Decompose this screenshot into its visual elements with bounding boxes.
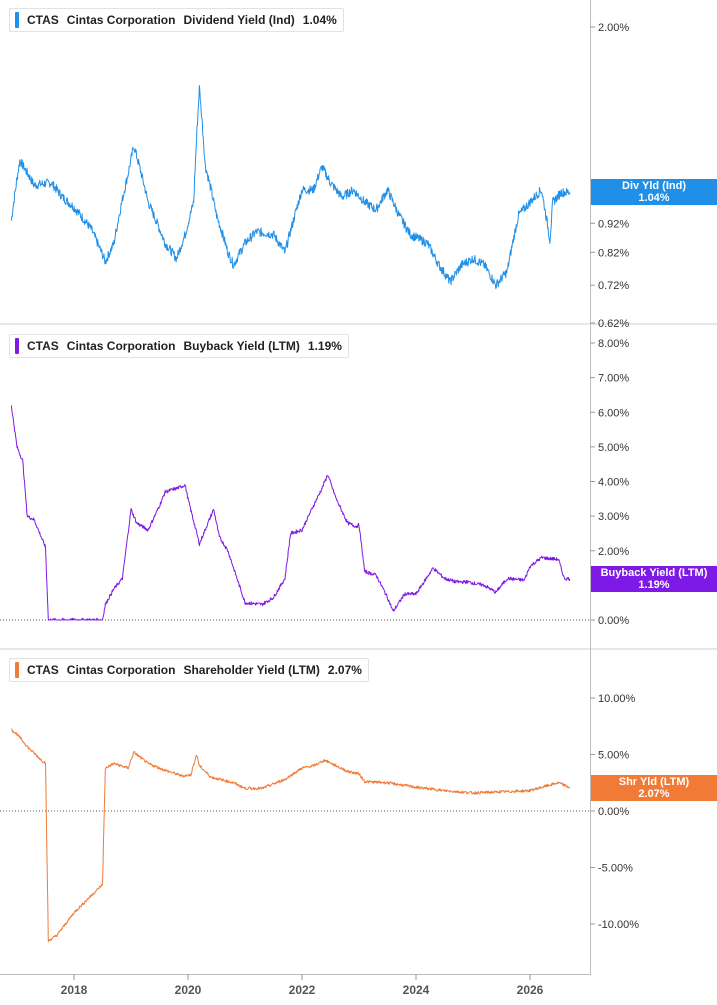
legend-company: Cintas Corporation [66, 663, 176, 677]
y-tick-label: 0.00% [598, 615, 629, 627]
legend-ticker: CTAS [27, 13, 59, 27]
grid-layer [0, 619, 590, 812]
legend-metric: Dividend Yield (Ind) [183, 13, 295, 27]
y-tick-label: 4.00% [598, 477, 629, 489]
shareholder-value-badge: Shr Yld (LTM) 2.07% [591, 775, 717, 801]
series-layer [10, 85, 571, 943]
y-tick-label: 8.00% [598, 338, 629, 350]
y-tick-label: 6.00% [598, 407, 629, 419]
y-tick-label: 0.72% [598, 280, 629, 292]
series-line-buyback [10, 405, 571, 621]
x-tick-label: 2022 [289, 983, 316, 997]
y-tick-label: 10.00% [598, 693, 636, 705]
badge-label: Buyback Yield (LTM) [600, 567, 708, 579]
legend-ticker: CTAS [27, 663, 59, 677]
badge-value: 1.04% [638, 192, 670, 204]
badge-value: 2.07% [638, 788, 670, 800]
y-tick-label: 3.00% [598, 511, 629, 523]
legend-value: 1.19% [307, 339, 342, 353]
legend-value: 2.07% [327, 663, 362, 677]
legend-company: Cintas Corporation [66, 13, 176, 27]
series-line-div [10, 85, 571, 290]
legend-dividend-yield: CTAS Cintas Corporation Dividend Yield (… [9, 8, 344, 32]
y-tick-label: -5.00% [598, 863, 633, 875]
badge-value: 1.19% [638, 579, 670, 591]
legend-metric: Buyback Yield (LTM) [183, 339, 300, 353]
x-tick-label: 2020 [175, 983, 202, 997]
y-tick-label: -10.00% [598, 919, 639, 931]
dividend-color-swatch [15, 12, 19, 28]
legend-metric: Shareholder Yield (LTM) [183, 663, 320, 677]
series-line-shareholder [11, 728, 570, 943]
legend-shareholder-yield: CTAS Cintas Corporation Shareholder Yiel… [9, 658, 369, 682]
y-tick-label: 0.82% [598, 247, 629, 259]
y-tick-label: 2.00% [598, 22, 629, 34]
buyback-color-swatch [15, 338, 19, 354]
x-tick-label: 2024 [403, 983, 430, 997]
y-tick-label: 0.92% [598, 218, 629, 230]
badge-label: Shr Yld (LTM) [618, 776, 690, 788]
x-tick-label: 2026 [517, 983, 544, 997]
legend-ticker: CTAS [27, 339, 59, 353]
y-tick-label: 5.00% [598, 750, 629, 762]
y-tick-label: 0.62% [598, 318, 629, 330]
y-tick-label: 7.00% [598, 373, 629, 385]
badge-label: Div Yld (Ind) [622, 180, 686, 192]
y-tick-label: 0.00% [598, 806, 629, 818]
y-tick-label: 5.00% [598, 442, 629, 454]
legend-company: Cintas Corporation [66, 339, 176, 353]
legend-buyback-yield: CTAS Cintas Corporation Buyback Yield (L… [9, 334, 349, 358]
dividend-value-badge: Div Yld (Ind) 1.04% [591, 179, 717, 205]
legend-value: 1.04% [302, 13, 337, 27]
x-tick-label: 2018 [61, 983, 88, 997]
shareholder-color-swatch [15, 662, 19, 678]
buyback-value-badge: Buyback Yield (LTM) 1.19% [591, 566, 717, 592]
y-tick-label: 2.00% [598, 546, 629, 558]
